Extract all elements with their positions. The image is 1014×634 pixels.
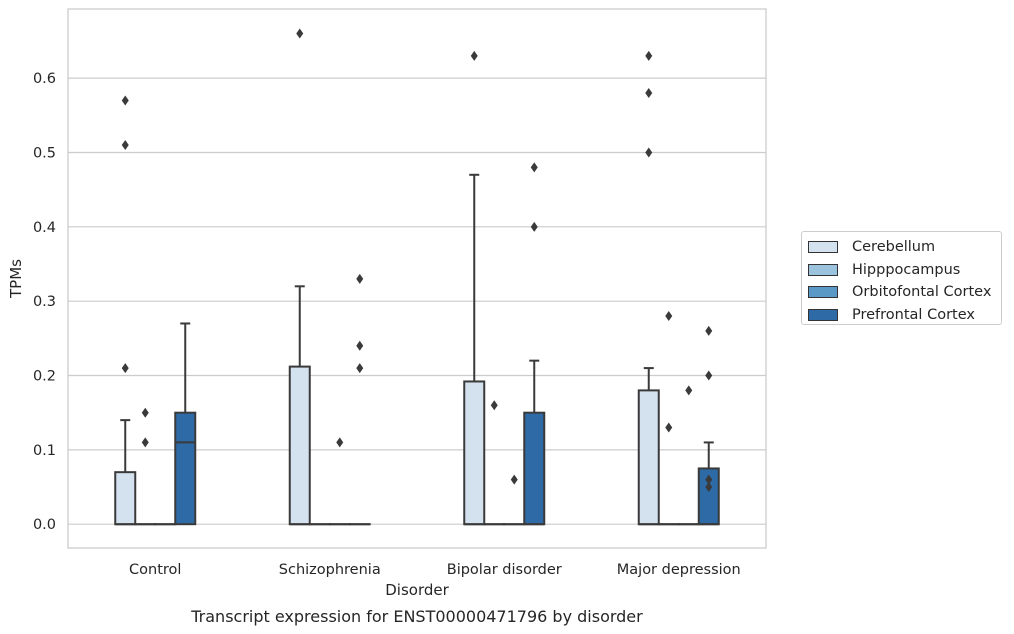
legend-label: Prefrontal Cortex <box>852 307 975 324</box>
legend-item: Prefrontal Cortex <box>808 304 1001 327</box>
outlier-point <box>665 311 673 322</box>
y-tick-label: 0.6 <box>33 71 56 87</box>
series-hipppocampus <box>134 311 680 526</box>
box <box>463 380 486 526</box>
box <box>637 389 660 526</box>
y-tick-label: 0.3 <box>33 294 56 310</box>
y-axis-label: TPMs <box>7 259 25 299</box>
x-tick-label: Major depression <box>617 562 741 578</box>
outlier-point <box>685 385 693 396</box>
y-tick-label: 0.2 <box>33 369 56 385</box>
outlier-point <box>141 407 149 418</box>
legend-swatch <box>808 263 838 276</box>
y-tick-label: 0.5 <box>33 145 56 161</box>
outlier-point <box>121 95 129 106</box>
outlier-point <box>645 88 653 99</box>
outlier-point <box>645 147 653 158</box>
outlier-point <box>121 363 129 374</box>
series-cerebellum <box>114 28 660 526</box>
legend-swatch <box>808 286 838 299</box>
box <box>523 411 546 526</box>
box-major-depression <box>637 50 660 526</box>
y-tick-label: 0.4 <box>33 220 56 236</box>
outlier-point <box>356 273 364 284</box>
legend-item: Cerebellum <box>808 236 1001 259</box>
series-orbitofontal-cortex <box>154 385 700 526</box>
x-tick-label: Control <box>129 562 181 578</box>
box <box>288 365 311 526</box>
x-axis-ticks: Control Schizophrenia Bipolar disorder Majo… <box>129 562 741 578</box>
box-control <box>174 322 197 526</box>
legend-swatch <box>808 241 838 254</box>
box-schizophrenia <box>348 273 371 526</box>
chart-caption: Transcript expression for ENST0000047179… <box>190 607 643 626</box>
box-major-depression <box>657 311 680 526</box>
legend: Cerebellum Hipppocampus Orbitofontal Corte… <box>801 231 1002 325</box>
box-major-depression <box>677 385 700 526</box>
legend-swatch <box>808 309 838 322</box>
box-bipolar-disorder <box>463 50 486 526</box>
legend-label: Hipppocampus <box>852 261 961 278</box>
outlier-point <box>296 28 304 39</box>
box-bipolar-disorder <box>503 474 526 526</box>
x-tick-label: Schizophrenia <box>279 562 381 578</box>
y-tick-label: 0.1 <box>33 443 56 459</box>
outlier-point <box>490 400 498 411</box>
x-axis-label: Disorder <box>385 581 449 599</box>
box <box>114 471 137 526</box>
x-tick-label: Bipolar disorder <box>447 562 562 578</box>
legend-item: Orbitofontal Cortex <box>808 281 1001 304</box>
outlier-point <box>530 221 538 232</box>
box-control <box>114 95 137 526</box>
outlier-point <box>665 422 673 433</box>
box-series-group <box>114 28 720 526</box>
legend-item: Hipppocampus <box>808 259 1001 282</box>
grid-lines <box>68 77 766 525</box>
plot-area-frame <box>67 8 767 549</box>
outlier-point <box>121 140 129 151</box>
outlier-point <box>705 474 713 485</box>
outlier-point <box>705 482 713 493</box>
legend-label: Cerebellum <box>852 239 936 256</box>
outlier-point <box>510 474 518 485</box>
outlier-point <box>645 50 653 61</box>
outlier-point <box>356 340 364 351</box>
box-control <box>134 407 157 526</box>
box-bipolar-disorder <box>483 400 506 526</box>
outlier-point <box>141 437 149 448</box>
outlier-point <box>336 437 344 448</box>
y-axis-ticks: 0.0 0.1 0.2 0.3 0.4 0.5 0.6 <box>33 71 56 533</box>
outlier-point <box>705 325 713 336</box>
box-schizophrenia <box>288 28 311 526</box>
y-tick-label: 0.0 <box>33 517 56 533</box>
outlier-point <box>470 50 478 61</box>
series-prefrontal-cortex <box>174 162 720 526</box>
box <box>174 411 197 526</box>
outlier-point <box>530 162 538 173</box>
legend-label: Orbitofontal Cortex <box>852 284 992 301</box>
outlier-point <box>356 363 364 374</box>
outlier-point <box>705 370 713 381</box>
box-major-depression <box>697 325 720 526</box>
box-bipolar-disorder <box>523 162 546 526</box>
